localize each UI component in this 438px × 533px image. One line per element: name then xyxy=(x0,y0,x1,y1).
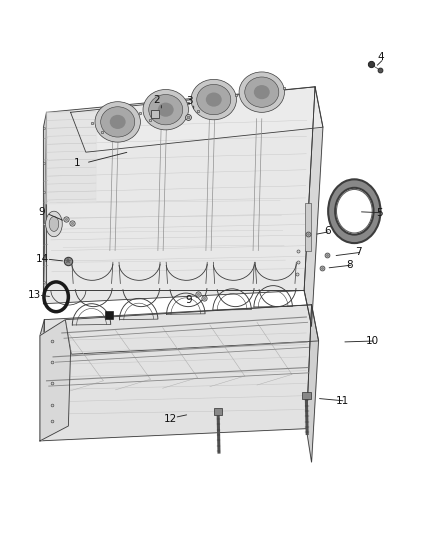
Polygon shape xyxy=(43,112,46,304)
Text: 9: 9 xyxy=(185,295,192,305)
Polygon shape xyxy=(65,305,318,354)
Polygon shape xyxy=(71,87,323,152)
Ellipse shape xyxy=(254,85,270,99)
Ellipse shape xyxy=(143,90,188,130)
Text: 11: 11 xyxy=(336,396,349,406)
FancyBboxPatch shape xyxy=(151,110,159,118)
Ellipse shape xyxy=(95,102,141,142)
Ellipse shape xyxy=(239,72,285,112)
Text: 2: 2 xyxy=(154,95,160,105)
Polygon shape xyxy=(40,320,44,441)
Text: 1: 1 xyxy=(74,158,81,168)
Text: 9: 9 xyxy=(39,207,46,217)
Text: 12: 12 xyxy=(163,414,177,424)
Text: 6: 6 xyxy=(324,226,331,236)
Circle shape xyxy=(336,189,372,233)
Polygon shape xyxy=(306,305,318,462)
Ellipse shape xyxy=(101,107,135,137)
Polygon shape xyxy=(43,87,315,304)
Text: 14: 14 xyxy=(35,254,49,263)
Ellipse shape xyxy=(149,94,183,125)
Text: 7: 7 xyxy=(355,247,362,257)
Ellipse shape xyxy=(110,115,126,129)
Polygon shape xyxy=(40,305,311,441)
Ellipse shape xyxy=(158,103,174,117)
FancyBboxPatch shape xyxy=(302,392,311,399)
Ellipse shape xyxy=(191,79,237,120)
Ellipse shape xyxy=(49,216,59,231)
Polygon shape xyxy=(46,112,97,204)
Text: 3: 3 xyxy=(186,95,193,106)
Text: 10: 10 xyxy=(366,336,379,346)
FancyBboxPatch shape xyxy=(214,408,223,415)
Polygon shape xyxy=(40,320,71,441)
Ellipse shape xyxy=(46,211,62,237)
Polygon shape xyxy=(304,87,323,326)
FancyBboxPatch shape xyxy=(305,203,311,251)
Ellipse shape xyxy=(197,84,231,115)
Text: 13: 13 xyxy=(28,289,41,300)
Ellipse shape xyxy=(206,93,222,107)
Text: 4: 4 xyxy=(377,52,384,61)
Text: 8: 8 xyxy=(346,260,353,270)
Text: 5: 5 xyxy=(376,208,383,218)
Ellipse shape xyxy=(245,77,279,107)
